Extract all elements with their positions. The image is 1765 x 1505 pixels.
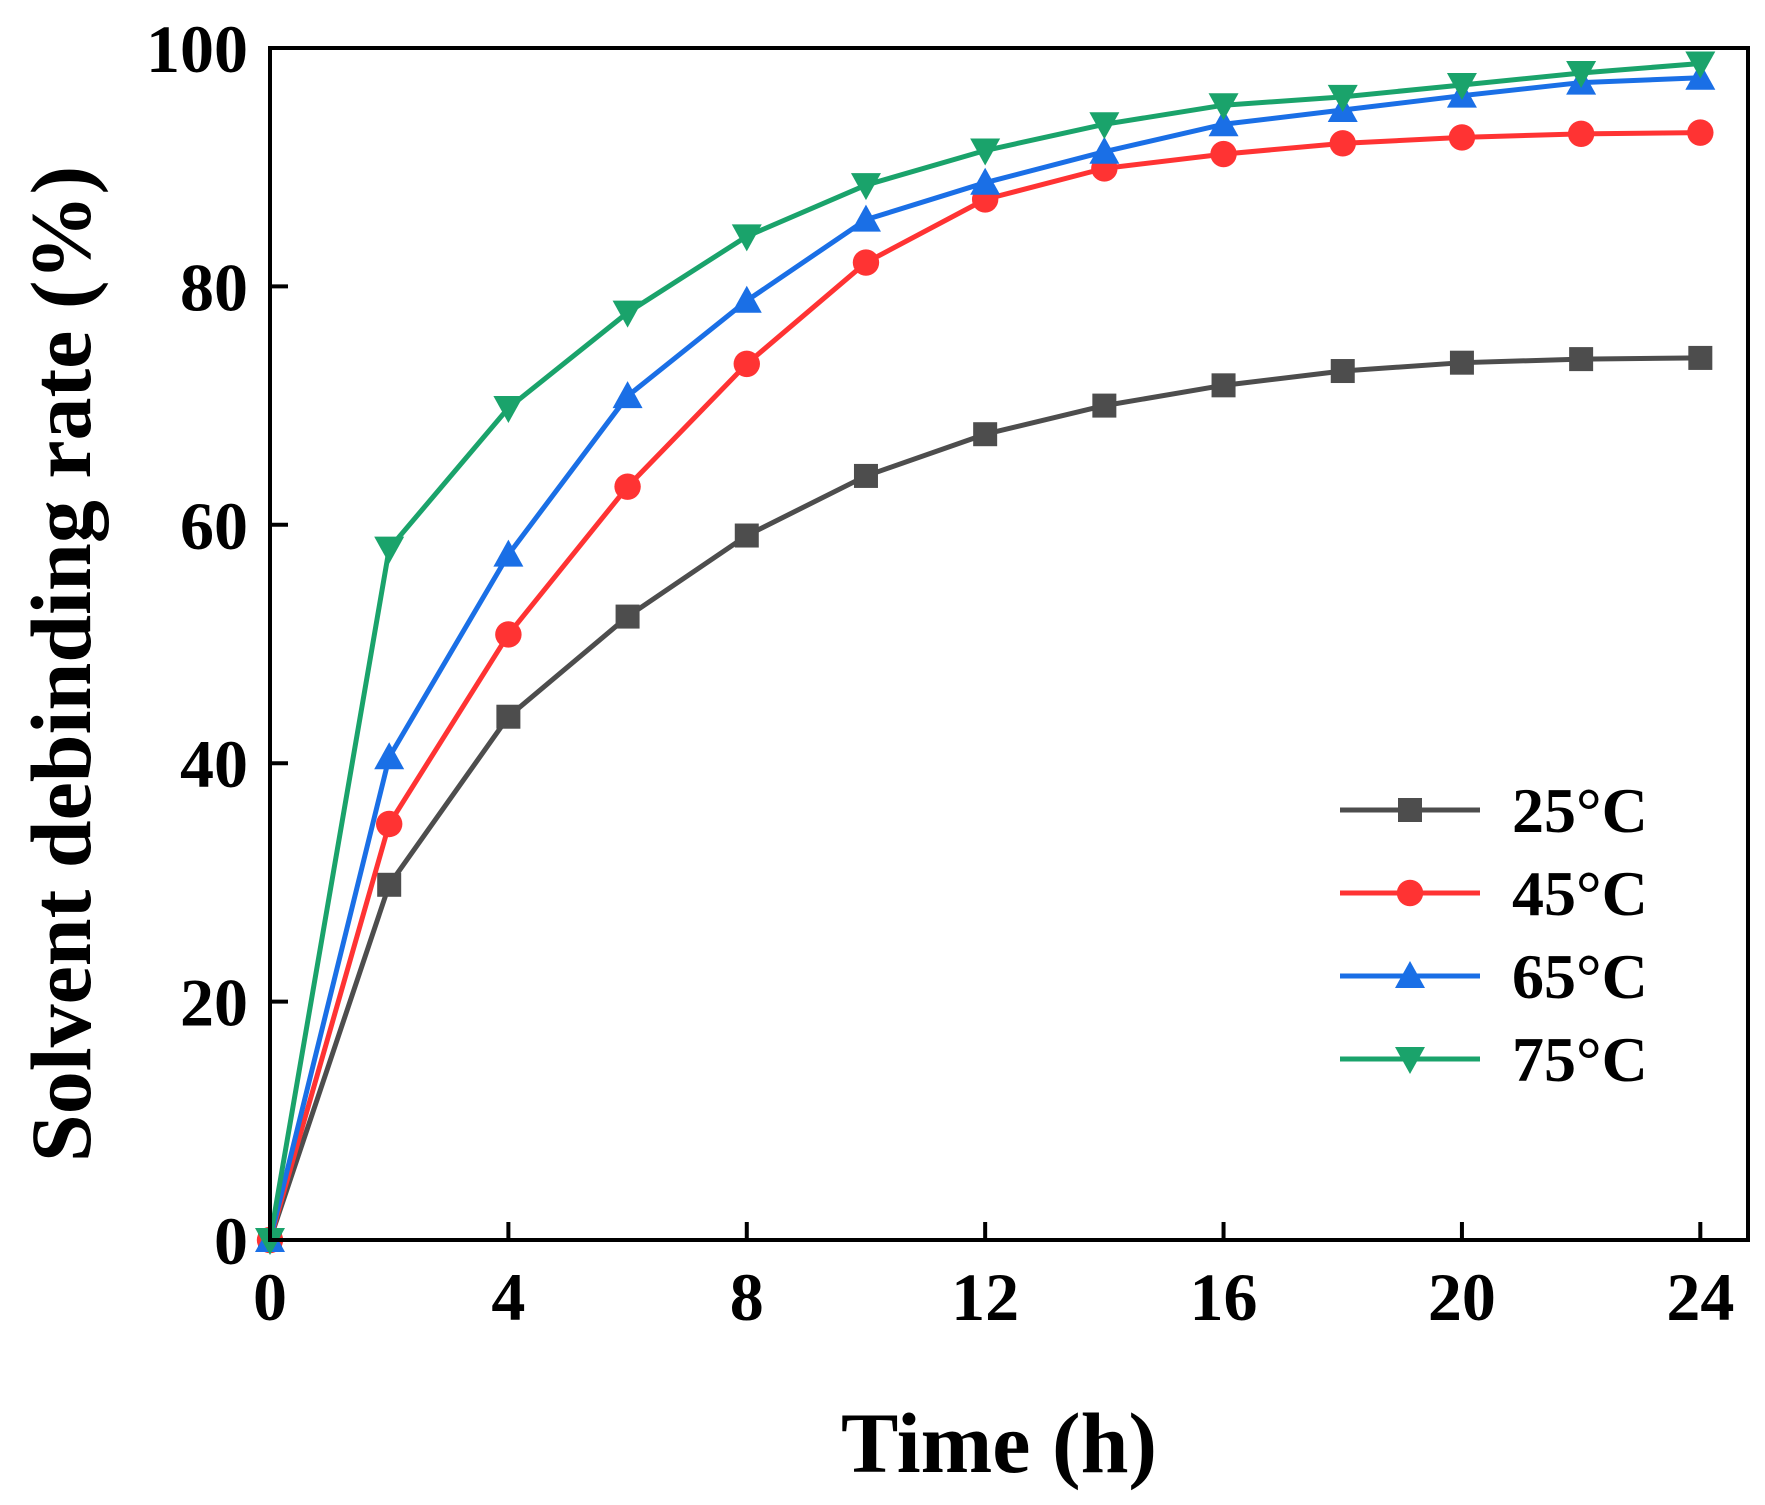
data-point xyxy=(731,285,762,313)
data-point xyxy=(614,473,641,500)
data-point xyxy=(1569,347,1594,372)
legend-label: 25°C xyxy=(1512,775,1648,846)
legend-item: 45°C xyxy=(1340,858,1648,929)
data-point xyxy=(1567,120,1595,148)
series-layer xyxy=(255,51,1716,1255)
legend: 25°C 45°C 65°C 75°C xyxy=(1340,775,1648,1095)
x-tick-label: 8 xyxy=(730,1259,764,1335)
data-point xyxy=(493,539,524,567)
data-point xyxy=(734,523,759,548)
x-tick-label: 12 xyxy=(951,1259,1019,1335)
legend-marker xyxy=(1395,961,1425,988)
data-point xyxy=(1089,136,1120,164)
x-tick-label: 24 xyxy=(1666,1259,1734,1335)
y-tick-label: 60 xyxy=(180,488,248,564)
data-point xyxy=(850,204,881,232)
data-point xyxy=(615,604,640,629)
data-point xyxy=(496,704,521,729)
legend-marker xyxy=(1395,1047,1425,1074)
data-point xyxy=(1329,130,1356,157)
data-point xyxy=(1092,393,1117,418)
data-point xyxy=(970,167,1001,195)
data-point xyxy=(850,173,881,201)
legend-item: 25°C xyxy=(1340,775,1648,846)
data-point xyxy=(1208,109,1239,137)
data-point xyxy=(495,621,522,648)
y-tick-label: 0 xyxy=(214,1203,248,1279)
y-tick-label: 40 xyxy=(180,726,248,802)
data-point xyxy=(1687,119,1714,146)
data-point xyxy=(1327,84,1358,112)
data-point xyxy=(1685,51,1716,79)
series-75°C xyxy=(255,51,1716,1255)
plot-frame xyxy=(268,46,1750,1242)
x-tick-label: 4 xyxy=(491,1259,525,1335)
data-point xyxy=(612,381,643,409)
data-point xyxy=(375,810,403,838)
legend-label: 65°C xyxy=(1512,941,1648,1012)
series-line xyxy=(267,61,1701,1241)
data-point xyxy=(733,350,760,378)
x-tick-label: 0 xyxy=(253,1259,287,1335)
data-point xyxy=(374,536,405,564)
series-line xyxy=(267,75,1701,1241)
x-tick-label: 16 xyxy=(1190,1259,1258,1335)
data-point xyxy=(1089,112,1120,140)
data-point xyxy=(493,395,524,423)
legend-label: 75°C xyxy=(1512,1024,1648,1095)
y-tick-label: 20 xyxy=(180,965,248,1041)
data-point xyxy=(374,742,405,770)
data-point xyxy=(973,422,998,447)
legend-marker xyxy=(1396,879,1424,907)
data-point xyxy=(1208,93,1239,121)
data-point xyxy=(377,872,402,897)
y-axis-title: Solvent debinding rate (%) xyxy=(13,166,109,1162)
axis-ticks xyxy=(268,46,1703,1242)
legend-item: 75°C xyxy=(1340,1024,1648,1095)
data-point xyxy=(1688,345,1713,370)
series-45°C xyxy=(256,119,1714,1254)
data-point xyxy=(970,138,1001,166)
legend-label: 45°C xyxy=(1512,858,1648,929)
data-point xyxy=(612,300,643,328)
tick-labels: 0 4 8 12 16 20 24 0 20 40 60 80 100 xyxy=(146,11,1734,1335)
x-axis-title: Time (h) xyxy=(841,1395,1157,1491)
x-tick-label: 20 xyxy=(1428,1259,1496,1335)
series-65°C xyxy=(255,62,1716,1252)
series-line xyxy=(267,355,1701,1241)
data-point xyxy=(852,249,880,276)
data-point xyxy=(1449,350,1474,375)
data-point xyxy=(1330,359,1355,384)
series-25°C xyxy=(258,345,1713,1252)
y-tick-label: 100 xyxy=(146,11,248,87)
data-point xyxy=(731,224,762,252)
legend-marker xyxy=(1398,798,1422,822)
y-tick-label: 80 xyxy=(180,249,248,325)
data-point xyxy=(1446,72,1477,100)
legend-item: 65°C xyxy=(1340,941,1648,1012)
data-point xyxy=(1448,124,1476,151)
data-point xyxy=(1210,140,1237,168)
data-point xyxy=(1211,373,1236,398)
data-point xyxy=(853,463,878,488)
data-point xyxy=(1566,61,1597,89)
series-line xyxy=(267,130,1701,1241)
